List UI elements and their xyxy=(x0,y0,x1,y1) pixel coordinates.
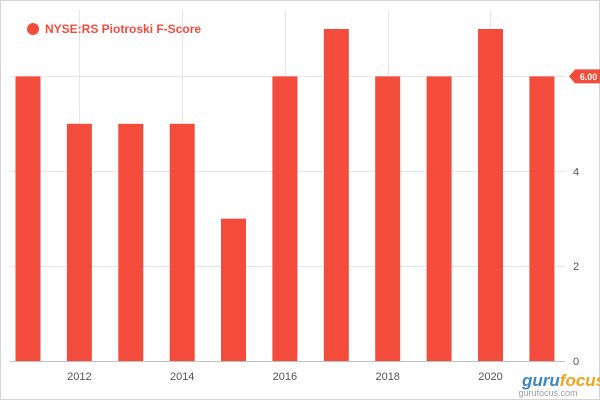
bar[interactable] xyxy=(169,123,195,361)
bar[interactable] xyxy=(426,76,452,362)
bar[interactable] xyxy=(118,123,144,361)
bar-series xyxy=(15,29,555,362)
y-tick-label: 2 xyxy=(573,261,579,273)
bar[interactable] xyxy=(66,123,92,361)
y-tick-label: 0 xyxy=(573,356,579,368)
last-value-label: 6.00 xyxy=(580,72,598,82)
x-tick-label: 2012 xyxy=(67,371,91,383)
x-tick-label: 2020 xyxy=(478,371,502,383)
last-value-badge-shape xyxy=(569,69,600,84)
bar[interactable] xyxy=(529,76,555,362)
last-value-badge: 6.00 xyxy=(569,69,600,84)
bar[interactable] xyxy=(323,29,349,361)
x-tick-label: 2016 xyxy=(273,371,297,383)
x-axis-ticks: 2012 2014 2016 2018 2020 xyxy=(67,371,503,383)
x-tick-label: 2014 xyxy=(170,371,194,383)
bar[interactable] xyxy=(375,76,401,362)
bar[interactable] xyxy=(221,218,246,361)
legend-marker-icon xyxy=(27,23,39,35)
bar[interactable] xyxy=(478,29,503,361)
y-axis-ticks: 0246 xyxy=(573,71,579,368)
legend[interactable]: NYSE:RS Piotroski F-Score xyxy=(27,22,201,36)
watermark-url: gurufocus.com xyxy=(518,388,577,398)
bar[interactable] xyxy=(272,76,298,362)
watermark-logo: gurufocus xyxy=(521,371,600,390)
watermark: gurufocus gurufocus.com xyxy=(518,371,600,398)
legend-label: NYSE:RS Piotroski F-Score xyxy=(45,22,201,36)
y-tick-label: 4 xyxy=(573,166,579,178)
bar[interactable] xyxy=(15,76,41,362)
x-tick-label: 2018 xyxy=(375,371,399,383)
